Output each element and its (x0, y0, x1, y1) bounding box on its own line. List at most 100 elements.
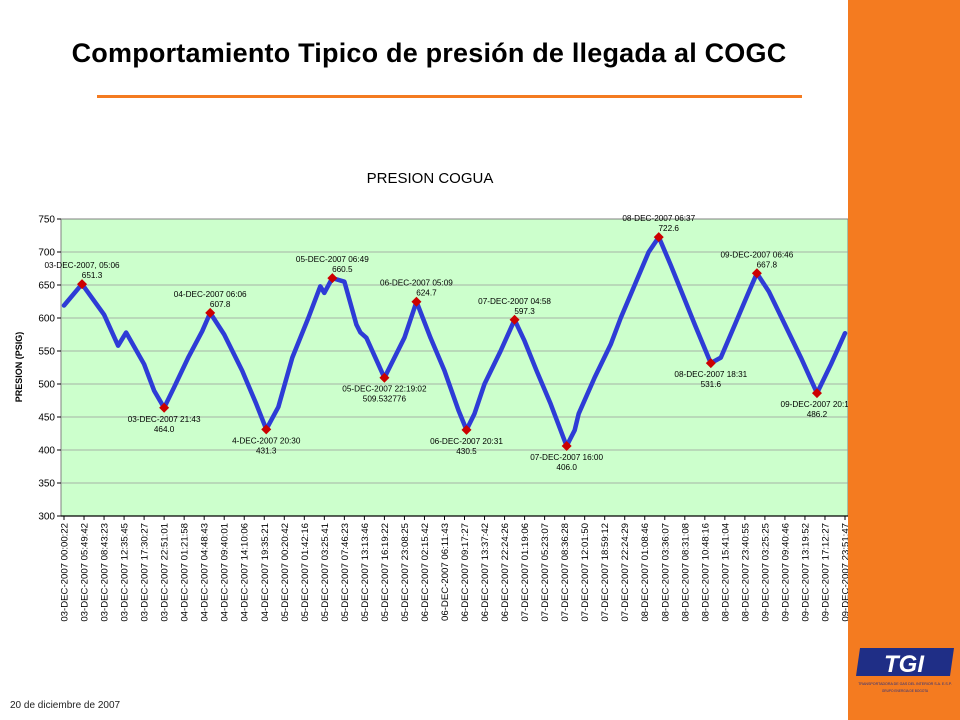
x-tick-label: 08-DEC-2007 03:36:07 (660, 523, 671, 622)
x-tick-label: 05-DEC-2007 13:13:46 (360, 523, 371, 622)
peak-marker (461, 424, 472, 435)
annotation-value: 430.5 (456, 447, 477, 456)
x-tick-label: 04-DEC-2007 01:21:58 (180, 523, 191, 622)
annotation-label: 06-DEC-2007 05:09 (380, 279, 453, 288)
x-tick-label: 03-DEC-2007 00:00:22 (60, 523, 71, 622)
peak-marker (77, 279, 88, 290)
side-accent-band (848, 0, 960, 720)
annotation-label: 09-DEC-2007 06:46 (720, 250, 793, 259)
x-tick-label: 05-DEC-2007 07:46:23 (340, 523, 351, 622)
annotation-label: 05-DEC-2007 22:19:02 (342, 385, 427, 394)
x-tick-label: 07-DEC-2007 18:59:12 (600, 523, 611, 622)
annotation-value: 667.8 (757, 260, 778, 269)
y-tick-label: 400 (38, 446, 55, 457)
y-tick-label: 500 (38, 380, 55, 391)
x-tick-label: 05-DEC-2007 00:20:42 (280, 523, 291, 622)
annotation-label: 07-DEC-2007 04:58 (478, 297, 551, 306)
gridlines (61, 251, 848, 484)
annotation-label: 03-DEC-2007 21:43 (128, 415, 201, 424)
title-underline (97, 95, 802, 98)
x-tick-label: 03-DEC-2007 12:35:45 (120, 523, 131, 622)
x-tick-label: 06-DEC-2007 06:11:43 (440, 523, 451, 621)
footer-date: 20 de diciembre de 2007 (10, 700, 121, 711)
x-tick-label: 08-DEC-2007 01:08:46 (640, 523, 651, 622)
logo-tagline: GRUPO ENERGIA DE BOGOTA (882, 689, 929, 693)
annotation-label: 07-DEC-2007 16:00 (530, 453, 603, 462)
annotation-label: 08-DEC-2007 18:31 (674, 370, 747, 379)
x-tick-label: 05-DEC-2007 01:42:16 (300, 523, 311, 622)
page-title: Comportamiento Tipico de presión de lleg… (71, 38, 787, 68)
x-tick-label: 03-DEC-2007 08:43:23 (100, 523, 111, 622)
x-axis: 03-DEC-2007 00:00:22 03-DEC-2007 05:49:42… (60, 515, 849, 622)
x-tick-label: 08-DEC-2007 08:31:08 (680, 523, 691, 622)
annotation-value: 531.6 (701, 380, 722, 389)
peak-marker (705, 358, 716, 369)
annotation-value: 431.3 (256, 446, 277, 455)
chart-title: PRESION COGUA (367, 170, 494, 187)
x-tick-label: 07-DEC-2007 12:01:50 (580, 523, 591, 622)
y-tick-label: 650 (38, 281, 55, 292)
x-tick-label: 03-DEC-2007 22:51:01 (160, 523, 171, 622)
logo-subtitle: TRANSPORTADORA DE GAS DEL INTERIOR S.A. … (858, 682, 952, 686)
y-tick-label: 700 (38, 248, 55, 259)
annotation-value: 660.5 (332, 265, 353, 274)
peak-marker (561, 441, 572, 452)
x-tick-label: 07-DEC-2007 01:19:06 (520, 523, 531, 622)
x-tick-label: 06-DEC-2007 13:37:42 (480, 523, 491, 622)
pressure-chart: PRESION COGUA 300 350 400 450 500 550 600 650 70… (14, 170, 849, 622)
peak-marker (811, 388, 822, 399)
tgi-logo: TGI TRANSPORTADORA DE GAS DEL INTERIOR S… (850, 640, 960, 700)
x-tick-label: 06-DEC-2007 09:17:27 (460, 523, 471, 622)
x-tick-label: 09-DEC-2007 09:40:46 (780, 523, 791, 622)
x-tick-label: 05-DEC-2007 03:25:41 (320, 523, 331, 622)
y-tick-label: 600 (38, 314, 55, 325)
x-tick-label: 07-DEC-2007 05:23:07 (540, 523, 551, 622)
x-tick-label: 04-DEC-2007 19:35:21 (260, 523, 271, 622)
annotation-value: 597.3 (514, 307, 535, 316)
annotation-value: 607.8 (210, 300, 231, 309)
x-tick-label: 08-DEC-2007 10:48:16 (700, 523, 711, 622)
x-tick-label: 09-DEC-2007 03:25:25 (760, 523, 771, 622)
peak-marker (205, 307, 216, 318)
y-tick-label: 750 (38, 215, 55, 226)
y-tick-label: 350 (38, 479, 55, 490)
x-tick-label: 08-DEC-2007 23:40:55 (740, 523, 751, 622)
annotation-label: 05-DEC-2007 06:49 (296, 255, 369, 264)
x-tick-label: 09-DEC-2007 17:12:27 (820, 523, 831, 622)
annotation-label: 4-DEC-2007 20:30 (232, 436, 301, 445)
peak-marker (327, 273, 338, 284)
peak-marker (261, 424, 272, 435)
annotation-value: 406.0 (556, 463, 577, 472)
plot-area (60, 218, 848, 517)
annotation-label: 09-DEC-2007 20:18 (781, 400, 848, 409)
peak-marker (411, 296, 422, 307)
annotation-value: 486.2 (807, 410, 828, 419)
peak-marker (379, 372, 390, 383)
series-line (61, 234, 848, 449)
x-tick-label: 07-DEC-2007 08:36:28 (560, 523, 571, 622)
x-tick-label: 03-DEC-2007 17:30:27 (140, 523, 151, 622)
y-axis: 300 350 400 450 500 550 600 650 700 750 (38, 215, 61, 523)
x-tick-label: 07-DEC-2007 22:24:29 (620, 523, 631, 622)
annotation-value: 651.3 (82, 271, 103, 280)
peak-marker (751, 268, 762, 279)
annotation-label: 06-DEC-2007 20:31 (430, 437, 503, 446)
x-tick-label: 03-DEC-2007 05:49:42 (80, 523, 91, 622)
x-tick-label: 09-DEC-2007 13:19:52 (800, 523, 811, 622)
x-tick-label: 05-DEC-2007 16:19:22 (380, 523, 391, 622)
series-presion (61, 234, 848, 449)
y-axis-label: PRESION (PSIG) (14, 332, 24, 403)
logo-text: TGI (884, 651, 925, 678)
annotation-label: 08-DEC-2007 06:37 (622, 214, 695, 223)
x-tick-label: 09-DEC-2007 23:51:47 (841, 523, 849, 622)
annotation-value: 624.7 (416, 289, 437, 298)
annotation-value: 509.532776 (363, 395, 407, 404)
annotation-label: 04-DEC-2007 06:06 (174, 290, 247, 299)
peak-markers (77, 232, 822, 452)
y-tick-label: 550 (38, 347, 55, 358)
x-tick-label: 06-DEC-2007 22:24:26 (500, 523, 511, 622)
annotation-value: 464.0 (154, 425, 175, 434)
y-tick-label: 450 (38, 413, 55, 424)
x-tick-label: 04-DEC-2007 09:40:01 (220, 523, 231, 622)
